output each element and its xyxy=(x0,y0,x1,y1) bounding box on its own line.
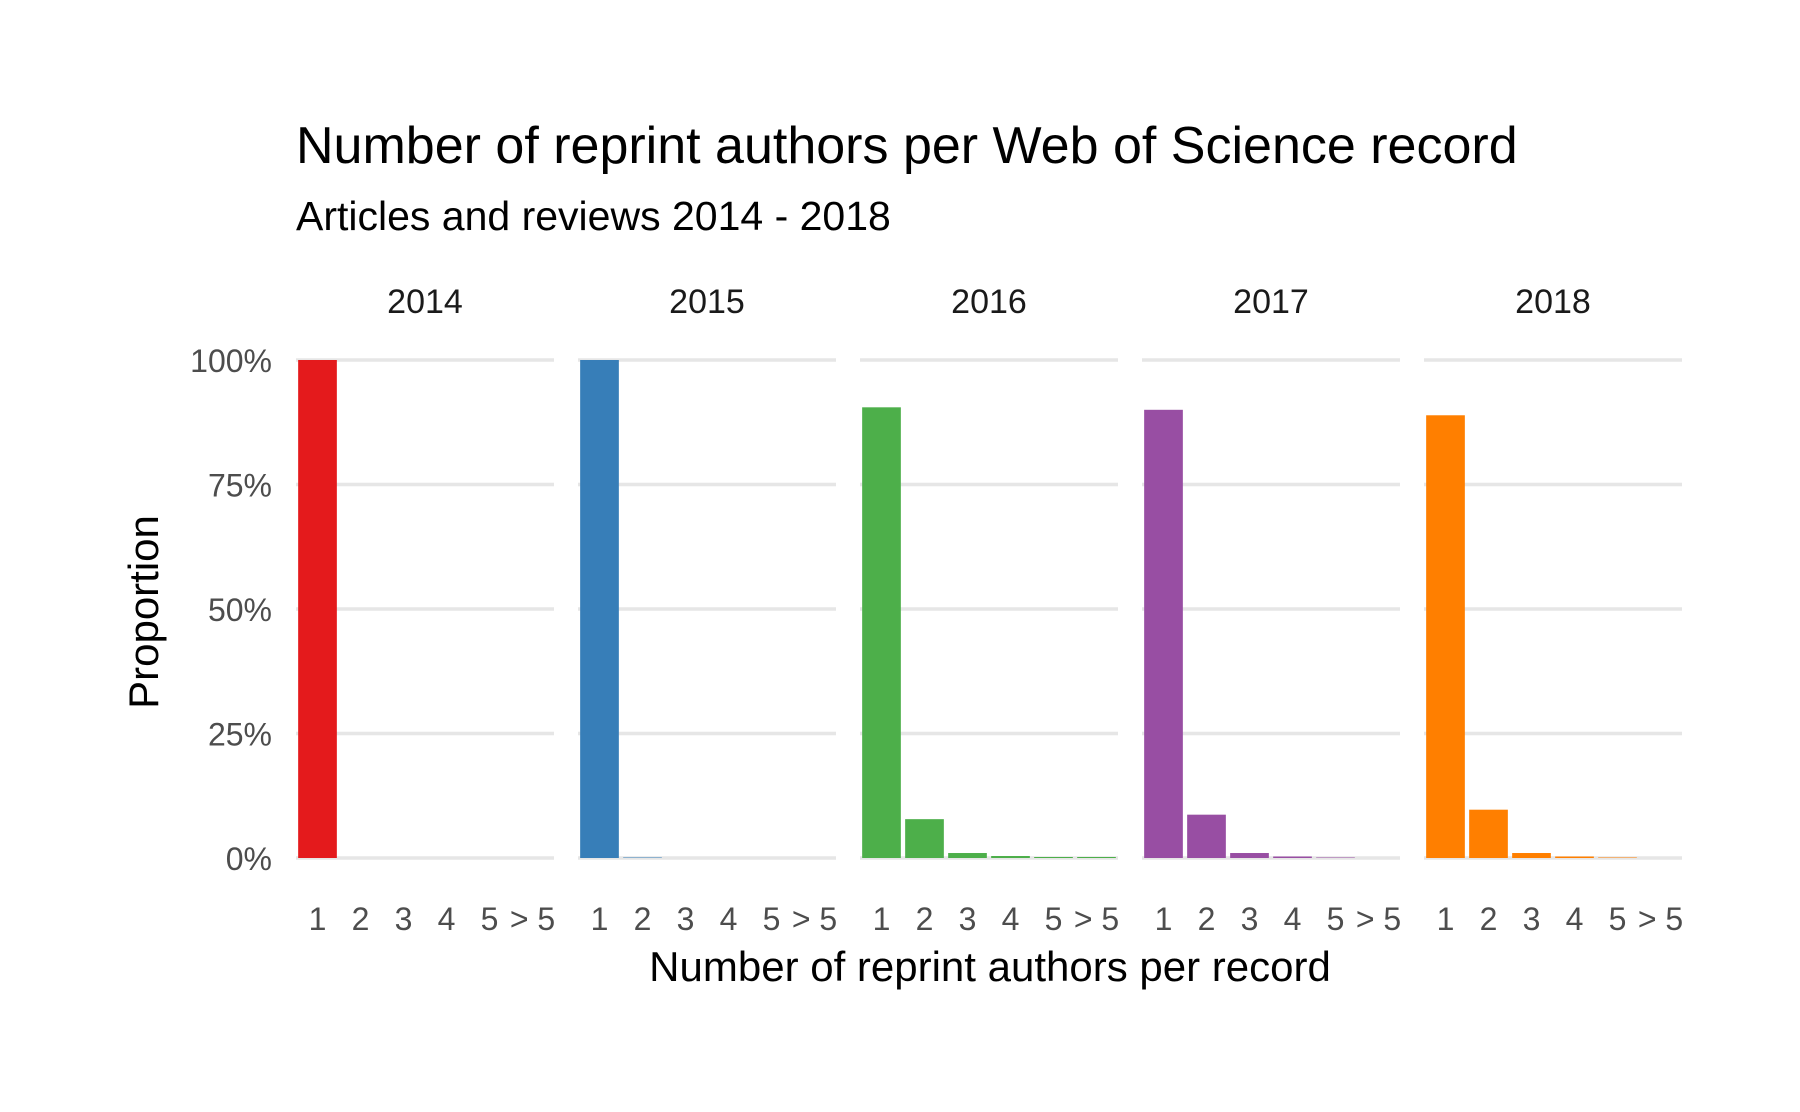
x-tick-label: 5 xyxy=(1045,901,1063,937)
facet-panel: 2016 1 2 3 4 5 > 5 xyxy=(860,283,1119,937)
facet-label: 2018 xyxy=(1515,283,1591,321)
bar xyxy=(948,853,987,858)
bar xyxy=(298,360,337,858)
x-tick-label: 4 xyxy=(1284,901,1302,937)
x-tick-label: 3 xyxy=(1241,901,1259,937)
x-tick-label: 2 xyxy=(352,901,370,937)
x-tick-label: > 5 xyxy=(1074,901,1119,937)
bar xyxy=(1187,814,1226,858)
y-tick-label: 100% xyxy=(190,343,272,379)
x-tick-label: 3 xyxy=(395,901,413,937)
y-axis-title: Proportion xyxy=(120,515,167,709)
facet-panel: 2015 1 2 3 4 5 > 5 xyxy=(578,283,837,937)
facet-panel: 2018 1 2 3 4 5 > 5 xyxy=(1424,283,1683,937)
x-tick-label: 2 xyxy=(634,901,652,937)
bar xyxy=(1469,809,1508,858)
x-tick-label: 4 xyxy=(1566,901,1584,937)
x-tick-label: > 5 xyxy=(1638,901,1683,937)
y-tick-label: 25% xyxy=(208,717,272,753)
bar xyxy=(1230,853,1269,858)
x-tick-label: 5 xyxy=(481,901,499,937)
x-tick-label: 2 xyxy=(1198,901,1216,937)
x-tick-label: 1 xyxy=(591,901,609,937)
bar xyxy=(991,856,1030,858)
x-tick-label: 4 xyxy=(438,901,456,937)
y-tick-label: 50% xyxy=(208,592,272,628)
facet-label: 2014 xyxy=(387,283,463,321)
bar xyxy=(1273,856,1312,858)
chart-subtitle: Articles and reviews 2014 - 2018 xyxy=(296,193,891,239)
x-tick-label: 4 xyxy=(720,901,738,937)
facet-panel: 2014 1 2 3 4 5 > 5 xyxy=(296,283,555,937)
facet-panel: 2017 1 2 3 4 5 > 5 xyxy=(1142,283,1401,937)
x-tick-label: 3 xyxy=(1523,901,1541,937)
x-tick-label: 5 xyxy=(1609,901,1627,937)
x-tick-label: 5 xyxy=(763,901,781,937)
y-axis: 0% 25% 50% 75% 100% xyxy=(190,343,272,877)
facet-label: 2016 xyxy=(951,283,1027,321)
x-tick-label: 2 xyxy=(1480,901,1498,937)
x-tick-label: 3 xyxy=(959,901,977,937)
x-tick-label: 1 xyxy=(873,901,891,937)
x-tick-label: 1 xyxy=(1155,901,1173,937)
x-tick-label: 1 xyxy=(1437,901,1455,937)
bar xyxy=(1512,853,1551,858)
x-tick-label: > 5 xyxy=(510,901,555,937)
x-tick-label: 2 xyxy=(916,901,934,937)
x-tick-label: 5 xyxy=(1327,901,1345,937)
bar xyxy=(1144,409,1183,858)
x-tick-label: 4 xyxy=(1002,901,1020,937)
x-tick-label: > 5 xyxy=(1356,901,1401,937)
bar xyxy=(1034,857,1073,858)
facet-label: 2017 xyxy=(1233,283,1309,321)
y-tick-label: 75% xyxy=(208,468,272,504)
bar xyxy=(905,819,944,858)
bar xyxy=(1077,857,1116,858)
y-tick-label: 0% xyxy=(226,841,272,877)
x-axis-title: Number of reprint authors per record xyxy=(649,943,1331,990)
facet-label: 2015 xyxy=(669,283,745,321)
chart-title: Number of reprint authors per Web of Sci… xyxy=(296,117,1518,175)
bar xyxy=(1555,856,1594,858)
x-tick-label: 3 xyxy=(677,901,695,937)
bar xyxy=(862,407,901,858)
x-tick-label: > 5 xyxy=(792,901,837,937)
bar xyxy=(580,360,619,858)
bar xyxy=(1426,415,1465,858)
x-tick-label: 1 xyxy=(309,901,327,937)
